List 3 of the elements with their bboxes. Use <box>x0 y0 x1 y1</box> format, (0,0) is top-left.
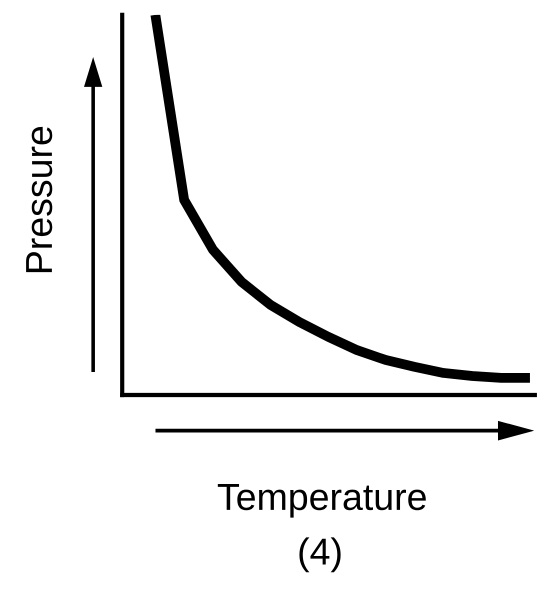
text: (4) <box>299 537 341 572</box>
y-axis-title: Pressure <box>26 126 52 272</box>
x-axis-title: Temperature <box>218 484 426 518</box>
